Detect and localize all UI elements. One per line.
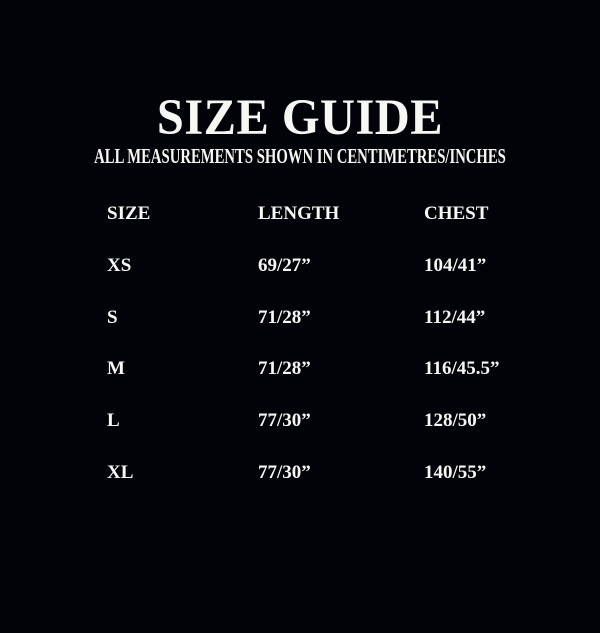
page-title: SIZE GUIDE	[156, 90, 444, 146]
cell-chest: 140/55”	[424, 461, 487, 483]
cell-length: 77/30”	[258, 410, 311, 432]
cell-chest: 104/41”	[424, 255, 487, 277]
table-header-row: SIZE LENGTH CHEST	[0, 188, 600, 240]
size-table: SIZE LENGTH CHEST XS 69/27” 104/41” S 71…	[0, 188, 600, 498]
table-row-xl: XL 77/30” 140/55”	[0, 446, 600, 498]
column-header-size: SIZE	[107, 203, 151, 225]
table-row-m: M 71/28” 116/45.5”	[0, 343, 600, 395]
cell-chest: 128/50”	[424, 410, 487, 432]
column-header-length: LENGTH	[258, 203, 340, 225]
cell-chest: 112/44”	[424, 306, 486, 328]
cell-size: S	[107, 306, 118, 328]
cell-chest: 116/45.5”	[424, 358, 500, 380]
column-header-chest: CHEST	[424, 203, 489, 225]
cell-size: L	[107, 410, 120, 432]
cell-length: 71/28”	[258, 358, 311, 380]
page-subtitle: ALL MEASUREMENTS SHOWN IN CENTIMETRES/IN…	[94, 144, 506, 168]
cell-size: XS	[107, 255, 132, 277]
cell-size: M	[107, 358, 125, 380]
cell-length: 69/27”	[258, 255, 311, 277]
table-row-l: L 77/30” 128/50”	[0, 395, 600, 447]
cell-length: 71/28”	[258, 306, 311, 328]
table-row-s: S 71/28” 112/44”	[0, 291, 600, 343]
cell-length: 77/30”	[258, 461, 311, 483]
cell-size: XL	[107, 461, 134, 483]
table-row-xs: XS 69/27” 104/41”	[0, 240, 600, 292]
